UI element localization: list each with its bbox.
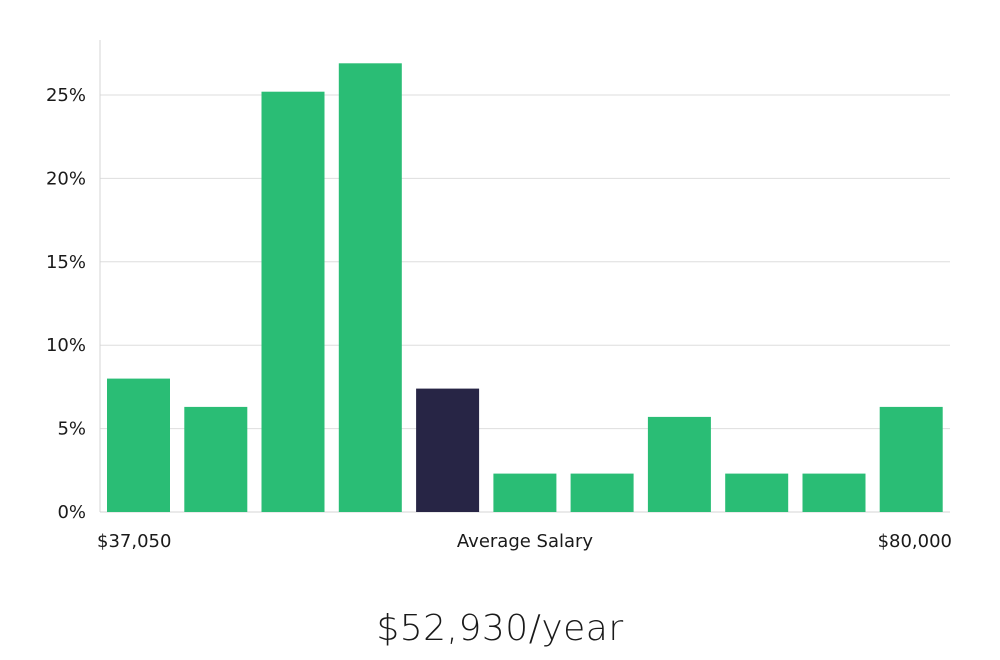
bar (107, 378, 170, 512)
x-axis-title: Average Salary (457, 531, 594, 552)
bar (725, 473, 789, 512)
y-tick-labels: 0% 5% 10% 15% 20% 25% (46, 85, 86, 523)
bar (184, 406, 248, 512)
y-tick-label: 25% (46, 85, 86, 106)
bar (338, 63, 402, 513)
bars (107, 63, 943, 513)
bar (879, 406, 943, 512)
bar (647, 416, 711, 512)
average-salary-value: $52,930/year (376, 608, 624, 649)
x-max-label: $80,000 (878, 531, 952, 552)
y-tick-label: 0% (57, 502, 86, 523)
y-tick-label: 10% (46, 335, 86, 356)
y-tick-label: 20% (46, 168, 86, 189)
bar (493, 473, 557, 512)
x-min-label: $37,050 (97, 531, 171, 552)
bar (802, 473, 866, 512)
bar (261, 91, 325, 512)
bar (570, 473, 634, 512)
y-tick-label: 5% (57, 419, 86, 440)
bar-average-salary (416, 388, 480, 512)
y-tick-label: 15% (46, 252, 86, 273)
